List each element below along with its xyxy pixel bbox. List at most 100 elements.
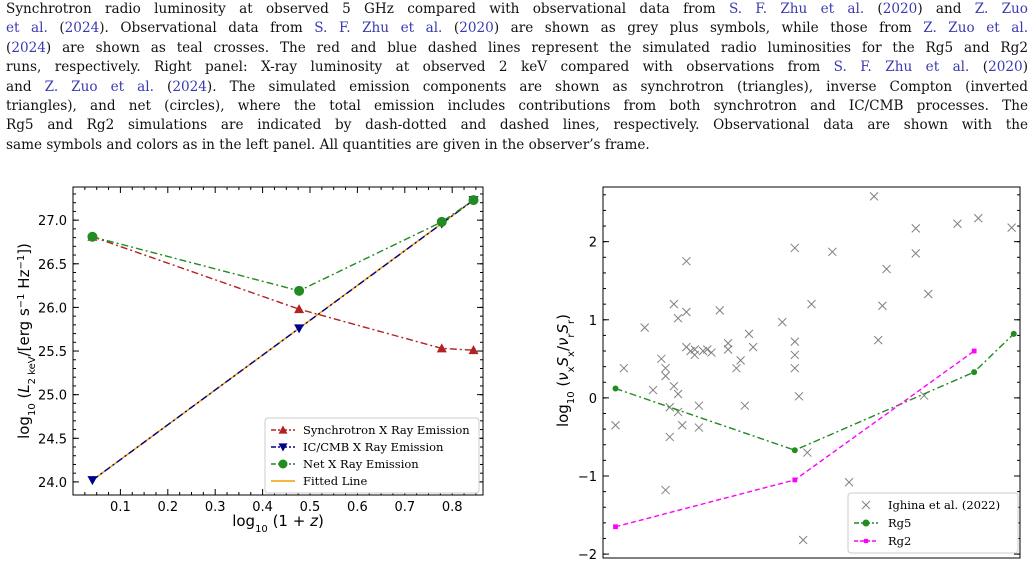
x-marker-stroke [1007, 223, 1017, 232]
x-marker-stroke [748, 342, 758, 352]
x-marker-stroke [798, 535, 808, 545]
x-marker [911, 224, 921, 233]
x-marker [878, 301, 887, 311]
citation-link[interactable]: 2020 [459, 20, 494, 37]
x-marker-stroke [873, 335, 883, 345]
citation-link[interactable]: 2024 [11, 39, 46, 56]
x-marker [673, 389, 683, 399]
x-marker [953, 219, 962, 229]
y-tick-label: 26.5 [38, 258, 67, 273]
square-marker [792, 477, 798, 483]
circle-marker [971, 369, 978, 376]
y-tick-label: 25.0 [38, 389, 67, 404]
x-marker-stroke [690, 345, 700, 354]
x-marker-stroke [661, 363, 670, 373]
x-tick-label: 0.2 [157, 500, 178, 515]
citation-link[interactable]: 2020 [988, 59, 1023, 76]
x-tick-label: 0.3 [205, 500, 226, 515]
caption-text: same symbols and colors as in the left p… [6, 136, 650, 153]
x-marker-stroke [732, 363, 741, 373]
y-tick-label: 24.5 [38, 432, 67, 447]
x-marker [661, 363, 670, 373]
x-marker-stroke [702, 345, 712, 354]
x-marker-stroke [611, 420, 620, 430]
x-marker [732, 363, 741, 373]
rg5-line [615, 333, 1015, 451]
circle-marker [468, 195, 479, 206]
x-marker-stroke [694, 401, 704, 411]
x-marker-stroke [869, 192, 879, 201]
citation-link[interactable]: S. F. Zhu et al. [314, 20, 443, 37]
x-marker-stroke [715, 306, 725, 315]
x-marker-stroke [669, 381, 679, 391]
citation-link[interactable]: S. F. Zhu et al. [833, 59, 970, 76]
x-marker [869, 192, 879, 201]
circle-marker [612, 385, 619, 392]
caption-text: ) are shown as grey plus symbols, while … [493, 20, 924, 37]
citation-link[interactable]: Z. Zuo et al. [923, 20, 1028, 37]
x-marker [702, 345, 712, 354]
triangle-marker [278, 425, 288, 434]
y-tick-label: 0 [589, 392, 597, 407]
caption-line: same symbols and colors as in the left p… [6, 136, 1028, 155]
y-axis-label: log10 (νxSx/νrSr) [554, 314, 577, 427]
x-marker [794, 391, 804, 401]
x-tick-label: 0.5 [300, 500, 321, 515]
x-marker [807, 299, 816, 309]
citation-link[interactable]: Z. Zuo et al. [44, 78, 154, 95]
caption-text: Synchrotron radio luminosity at observed… [6, 1, 729, 17]
x-marker [790, 363, 800, 373]
citation-link[interactable]: 2024 [64, 20, 100, 37]
x-marker-stroke [619, 363, 629, 373]
x-marker [694, 423, 704, 432]
x-marker [790, 243, 800, 253]
x-marker [723, 345, 733, 354]
series-line-inverted-triangle [92, 199, 474, 481]
x-marker [744, 329, 754, 339]
x-marker-stroke [878, 301, 887, 311]
caption-text: and [6, 78, 45, 95]
circle-marker [294, 285, 305, 296]
citation-link[interactable]: Z. Zuo [974, 1, 1028, 17]
x-marker-stroke [973, 213, 983, 223]
x-marker-stroke [669, 299, 679, 309]
x-marker-stroke [657, 354, 666, 364]
y-tick-label: 27.0 [38, 214, 67, 229]
caption-text: ( [969, 59, 989, 76]
citation-link[interactable]: 2024 [172, 78, 207, 95]
x-marker [748, 342, 758, 352]
caption-line: Rg5 and Rg2 simulations are indicated by… [6, 116, 1028, 135]
caption-text: ) and [917, 1, 975, 17]
right-axes-frame [602, 186, 1021, 559]
x-marker [619, 363, 629, 373]
x-tick-label: 0.7 [394, 500, 415, 515]
x-marker [661, 485, 670, 495]
x-marker-stroke [790, 363, 800, 373]
x-marker [790, 350, 800, 360]
x-marker [740, 401, 750, 411]
x-marker [707, 348, 716, 357]
x-marker-stroke [673, 313, 683, 323]
circle-marker [862, 519, 870, 527]
caption-text: Rg5 and Rg2 simulations are indicated by… [6, 117, 1028, 134]
caption-text: ) [1022, 59, 1028, 76]
citation-link[interactable]: S. F. Zhu et al. [728, 1, 865, 17]
circle-marker [1010, 330, 1017, 337]
y-axis-label: log10 (L2 keV/[erg s−1 Hz−1]) [15, 243, 38, 439]
x-marker-stroke [807, 299, 816, 309]
x-tick-label: 0.8 [442, 500, 463, 515]
x-marker [827, 247, 837, 257]
citation-link[interactable]: et al. [6, 20, 48, 37]
x-marker [723, 338, 733, 348]
caption-text: ). Observational data from [99, 20, 315, 37]
circle-marker [87, 231, 98, 242]
citation-link[interactable]: 2020 [882, 1, 918, 17]
square-marker [971, 348, 977, 354]
y-tick-label: 24.0 [38, 476, 67, 491]
x-marker-stroke [777, 317, 787, 327]
x-marker-stroke [790, 337, 800, 347]
x-marker [736, 356, 745, 365]
x-tick-label: 0.1 [110, 500, 131, 515]
x-marker-stroke [790, 350, 800, 360]
